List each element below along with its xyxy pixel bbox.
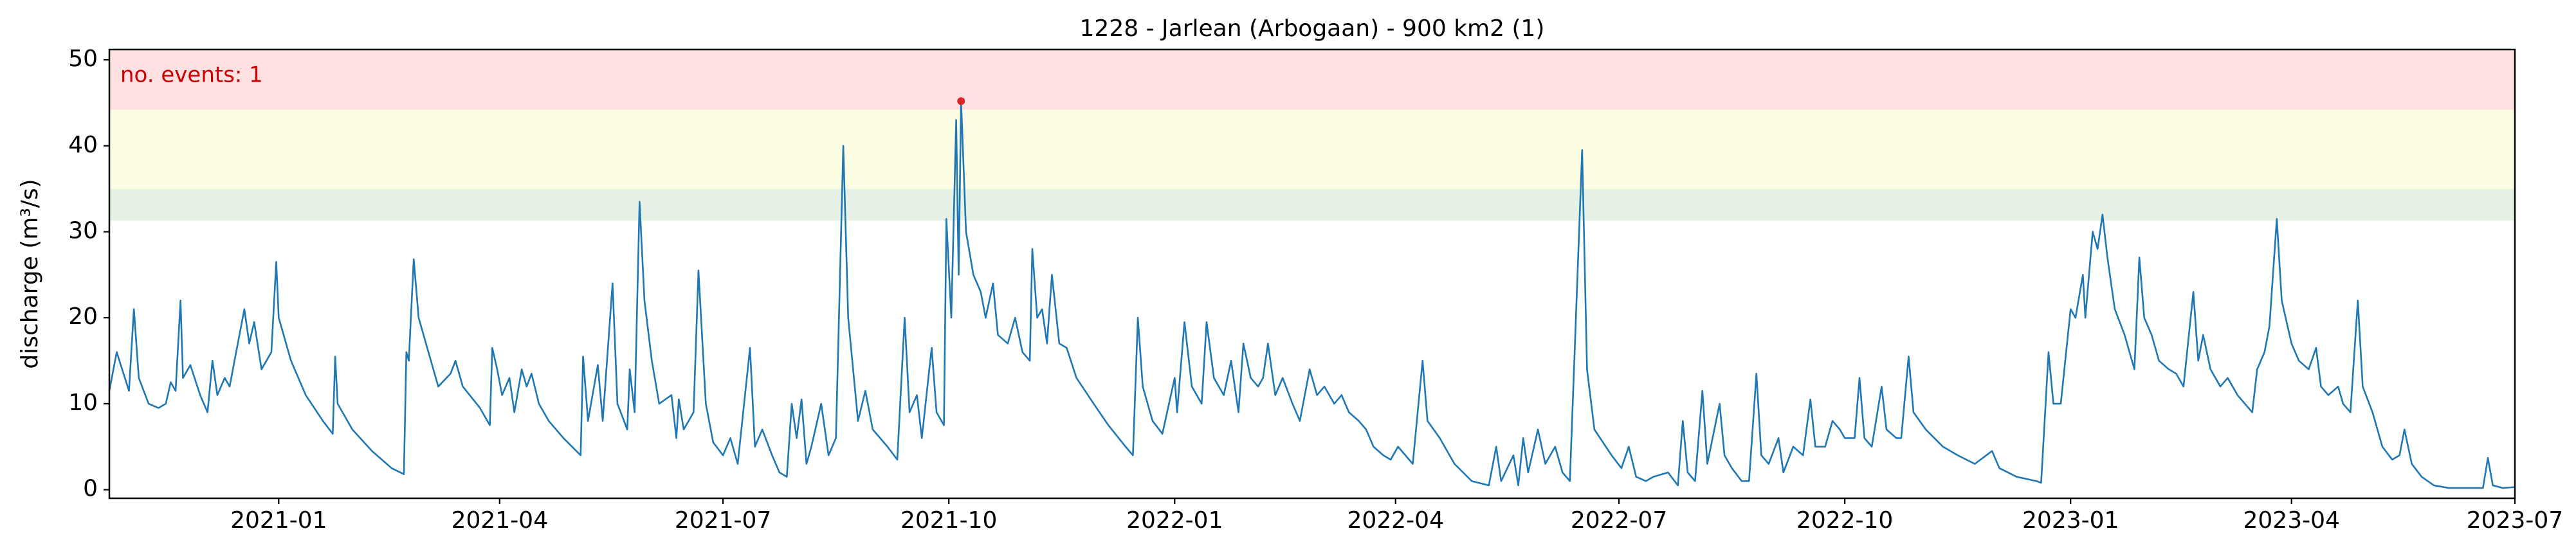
x-tick-label: 2021-01: [230, 507, 327, 534]
x-tick-label: 2023-07: [2467, 507, 2563, 534]
plot-frame: [108, 48, 2516, 500]
x-tick-label: 2023-01: [2022, 507, 2119, 534]
y-tick-label: 30: [68, 217, 98, 244]
y-axis-label: discharge (m³/s): [17, 179, 43, 368]
y-tick-label: 0: [83, 476, 98, 502]
threshold-band: [109, 50, 2515, 110]
y-tick-label: 20: [68, 303, 98, 330]
x-tick-label: 2022-01: [1126, 507, 1223, 534]
x-tick-label: 2022-07: [1571, 507, 1667, 534]
chart-title: 1228 - Jarlean (Arbogaan) - 900 km2 (1): [1080, 15, 1545, 42]
event-marker: [957, 97, 965, 105]
y-tick-label: 10: [68, 390, 98, 416]
x-tick-label: 2023-04: [2243, 507, 2340, 534]
discharge-line: [108, 100, 2516, 489]
x-tick-label: 2021-07: [675, 507, 771, 534]
x-tick-label: 2021-04: [452, 507, 548, 534]
x-tick-label: 2022-04: [1347, 507, 1444, 534]
threshold-band: [109, 109, 2515, 189]
x-tick-label: 2021-10: [900, 507, 997, 534]
event-count: no. events: 1: [120, 62, 263, 88]
y-tick-label: 40: [68, 132, 98, 158]
threshold-bands: [109, 50, 2515, 221]
y-tick-label: 50: [68, 46, 98, 72]
x-tick-label: 2022-10: [1796, 507, 1893, 534]
threshold-band: [109, 188, 2515, 221]
